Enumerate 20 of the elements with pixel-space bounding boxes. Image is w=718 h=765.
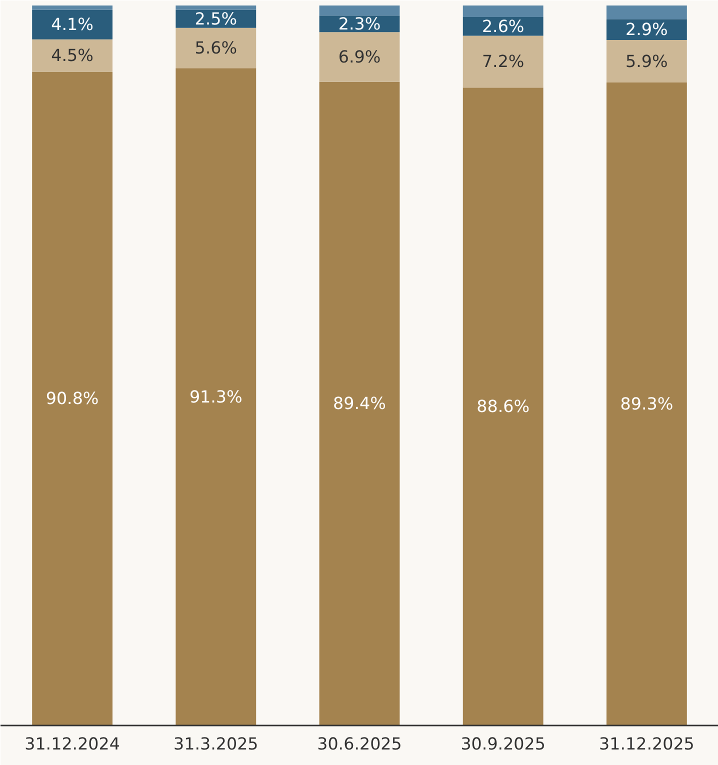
data-label: 2.3%: [338, 14, 381, 34]
data-label: 5.9%: [626, 52, 668, 71]
data-label: 88.6%: [476, 397, 530, 416]
data-label: 4.1%: [51, 15, 94, 34]
data-label: 89.4%: [333, 394, 386, 414]
data-label: 4.5%: [51, 46, 94, 66]
data-label: 2.5%: [194, 9, 238, 28]
x-tick-label: 31.12.2024: [24, 734, 120, 754]
data-label: 90.8%: [46, 389, 99, 408]
data-label: 7.2%: [482, 52, 524, 72]
x-tick-label: 31.3.2025: [174, 734, 258, 754]
data-label: 5.6%: [194, 38, 238, 58]
data-label: 89.3%: [620, 394, 674, 414]
x-tick-label: 30.6.2025: [317, 734, 402, 754]
data-label: 6.9%: [338, 47, 381, 66]
data-label: 2.6%: [482, 16, 524, 36]
data-label: 91.3%: [189, 387, 242, 406]
x-tick-label: 30.9.2025: [460, 734, 546, 754]
data-label: 2.9%: [626, 20, 668, 40]
x-tick-label: 31.12.2025: [599, 734, 694, 754]
